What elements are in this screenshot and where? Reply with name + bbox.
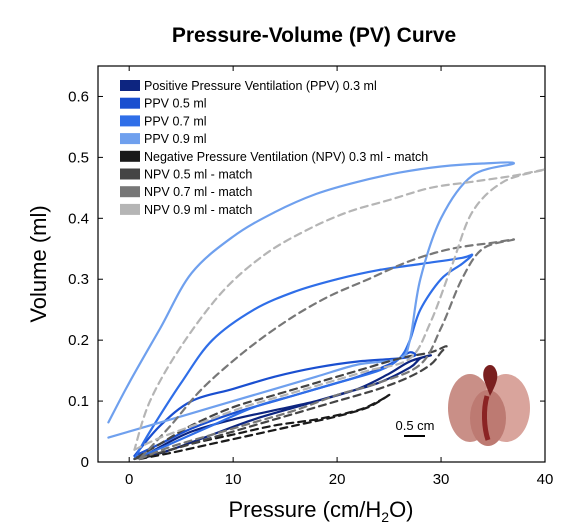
- legend-label: NPV 0.7 ml - match: [144, 185, 252, 199]
- legend-swatch: [120, 168, 140, 180]
- series-line-5: [138, 393, 391, 461]
- x-axis-label: Pressure (cm/H2O): [228, 497, 413, 525]
- heart-image: [448, 365, 530, 446]
- scale-bar-label: 0.5 cm: [395, 418, 434, 433]
- heart-center: [470, 390, 506, 446]
- legend-label: PPV 0.7 ml: [144, 114, 207, 128]
- series-line-6: [133, 345, 448, 461]
- legend-swatch: [120, 186, 140, 198]
- y-axis-label: Volume (ml): [26, 205, 51, 322]
- legend-swatch: [120, 115, 140, 127]
- y-tick-label: 0.1: [68, 393, 89, 410]
- x-axis: 0 10 20 30 40: [125, 66, 553, 488]
- x-tick-label: 20: [329, 471, 346, 488]
- x-tick-label: 30: [433, 471, 450, 488]
- heart-vessel: [483, 365, 498, 396]
- series-line-3: [133, 253, 474, 461]
- series-line-2: [133, 351, 417, 457]
- x-axis-label-sub: 2: [381, 509, 389, 525]
- scale-bar: 0.5 cm: [395, 418, 435, 437]
- legend-swatch: [120, 133, 140, 145]
- series-line-1: [138, 354, 432, 461]
- legend-label: NPV 0.9 ml - match: [144, 203, 252, 217]
- x-tick-label: 10: [225, 471, 242, 488]
- legend-swatch: [120, 203, 140, 215]
- legend-swatch: [120, 80, 140, 91]
- x-axis-label-main: Pressure (cm/H: [228, 497, 381, 522]
- legend-swatch: [120, 150, 140, 162]
- series-layer: [107, 161, 547, 461]
- legend-label: PPV 0.5 ml: [144, 97, 207, 111]
- series-line-8: [133, 168, 547, 451]
- legend: Positive Pressure Ventilation (PPV) 0.3 …: [120, 79, 428, 217]
- series-line-4: [107, 161, 515, 439]
- heart-vessel-2: [482, 395, 491, 441]
- legend-label: NPV 0.5 ml - match: [144, 168, 252, 182]
- y-axis: 0 0.1 0.2 0.3 0.4 0.5 0.6: [68, 88, 545, 471]
- x-axis-label-end: O): [389, 497, 413, 522]
- chart-title: Pressure-Volume (PV) Curve: [172, 24, 456, 47]
- legend-label: PPV 0.9 ml: [144, 132, 207, 146]
- y-tick-label: 0.5: [68, 149, 89, 166]
- series-line-7: [138, 238, 515, 461]
- y-tick-label: 0: [81, 454, 89, 471]
- legend-label: Positive Pressure Ventilation (PPV) 0.3 …: [144, 79, 377, 93]
- legend-swatch: [120, 97, 140, 109]
- x-tick-label: 0: [125, 471, 133, 488]
- y-tick-label: 0.3: [68, 271, 89, 288]
- x-tick-label: 40: [537, 471, 554, 488]
- y-tick-label: 0.6: [68, 88, 89, 105]
- plot-frame: [97, 65, 546, 463]
- y-tick-label: 0.2: [68, 332, 89, 349]
- y-tick-label: 0.4: [68, 210, 89, 227]
- legend-label: Negative Pressure Ventilation (NPV) 0.3 …: [144, 150, 428, 164]
